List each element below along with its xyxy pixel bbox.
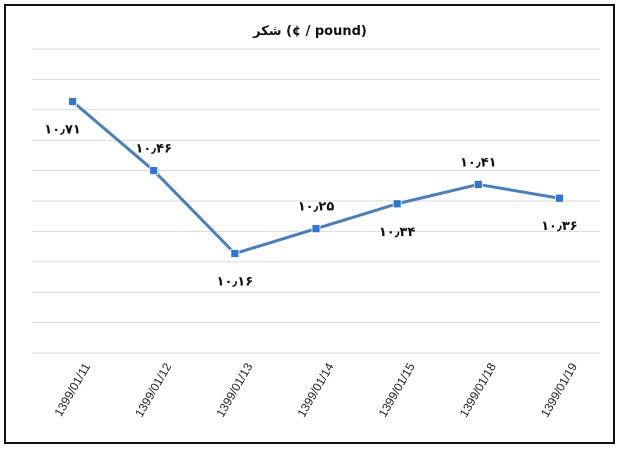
x-tick-label: 1399/01/14 [294, 360, 336, 419]
data-point-marker [392, 199, 402, 209]
data-label: ۱۰٫۴۱ [460, 155, 497, 170]
data-label: ۱۰٫۷۱ [44, 123, 81, 138]
data-label: ۱۰٫۳۴ [379, 225, 416, 240]
x-tick-label: 1399/01/19 [538, 360, 580, 419]
data-label: ۱۰٫۳۶ [541, 219, 578, 234]
x-tick-label: 1399/01/12 [132, 360, 174, 419]
x-axis-tick-labels: 1399/01/11 1399/01/12 1399/01/13 1399/01/14… [51, 360, 580, 419]
x-tick-label: 1399/01/15 [376, 360, 418, 419]
data-point-marker [555, 193, 564, 203]
data-labels: ۱۰٫۷۱ ۱۰٫۴۶ ۱۰٫۱۶ ۱۰٫۲۵ ۱۰٫۳۴ ۱۰٫۴۱ ۱۰٫۳۶ [44, 123, 577, 290]
data-point-marker [149, 166, 159, 176]
data-point-marker [473, 180, 483, 189]
x-tick-label: 1399/01/11 [51, 360, 93, 419]
data-label: ۱۰٫۲۵ [298, 200, 335, 215]
x-tick-label: 1399/01/18 [457, 360, 499, 419]
gridlines [32, 48, 600, 354]
data-point-marker [230, 249, 240, 258]
chart-title: شکر (¢ / pound) [252, 24, 367, 39]
x-tick-label: 1399/01/13 [213, 360, 255, 419]
data-point-marker [68, 97, 77, 106]
data-point-marker [311, 224, 321, 234]
data-label: ۱۰٫۴۶ [135, 142, 172, 157]
data-label: ۱۰٫۱۶ [217, 275, 254, 290]
chart-frame [4, 4, 615, 444]
series-markers [68, 97, 564, 258]
